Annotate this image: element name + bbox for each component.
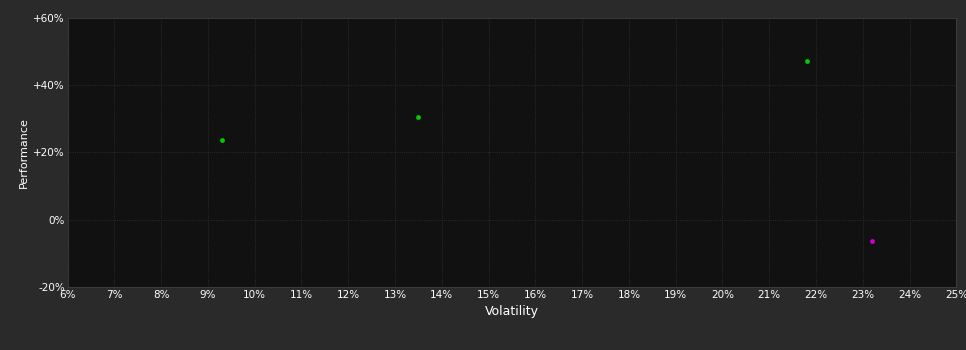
Point bbox=[214, 138, 230, 143]
Point bbox=[865, 238, 880, 244]
X-axis label: Volatility: Volatility bbox=[485, 305, 539, 318]
Y-axis label: Performance: Performance bbox=[19, 117, 29, 188]
Point bbox=[799, 58, 814, 64]
Point bbox=[411, 114, 426, 120]
